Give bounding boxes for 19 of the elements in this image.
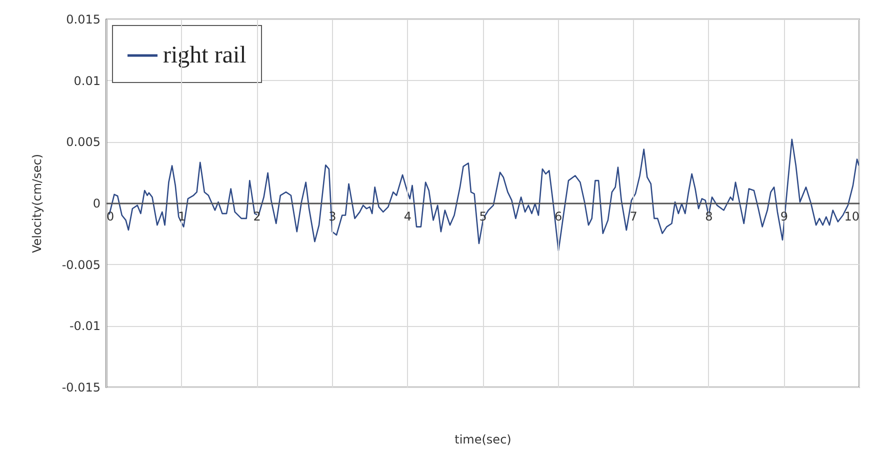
y-tick-label: -0.005 <box>62 258 100 272</box>
y-tick-label: -0.015 <box>62 380 100 394</box>
y-tick-label: 0.01 <box>74 74 100 88</box>
y-axis-title: Velocity(cm/sec) <box>30 154 44 253</box>
y-tick-label: 0.005 <box>66 135 100 150</box>
x-tick-label: 1 <box>178 210 186 224</box>
y-tick-label: 0 <box>92 196 100 210</box>
legend-label: right rail <box>163 42 247 68</box>
line-series <box>108 138 859 252</box>
x-tick-label: 10 <box>844 210 860 224</box>
y-tick-label: -0.01 <box>69 319 100 334</box>
x-tick-label: 4 <box>404 210 412 224</box>
x-tick-label: 0 <box>106 210 114 224</box>
x-tick-label: 8 <box>705 210 713 224</box>
y-tick-label: 0.015 <box>66 12 100 26</box>
x-tick-label: 6 <box>554 210 562 224</box>
x-tick-label: 7 <box>630 210 638 224</box>
x-tick-label: 9 <box>780 210 788 224</box>
x-axis-title: time(sec) <box>454 432 512 446</box>
